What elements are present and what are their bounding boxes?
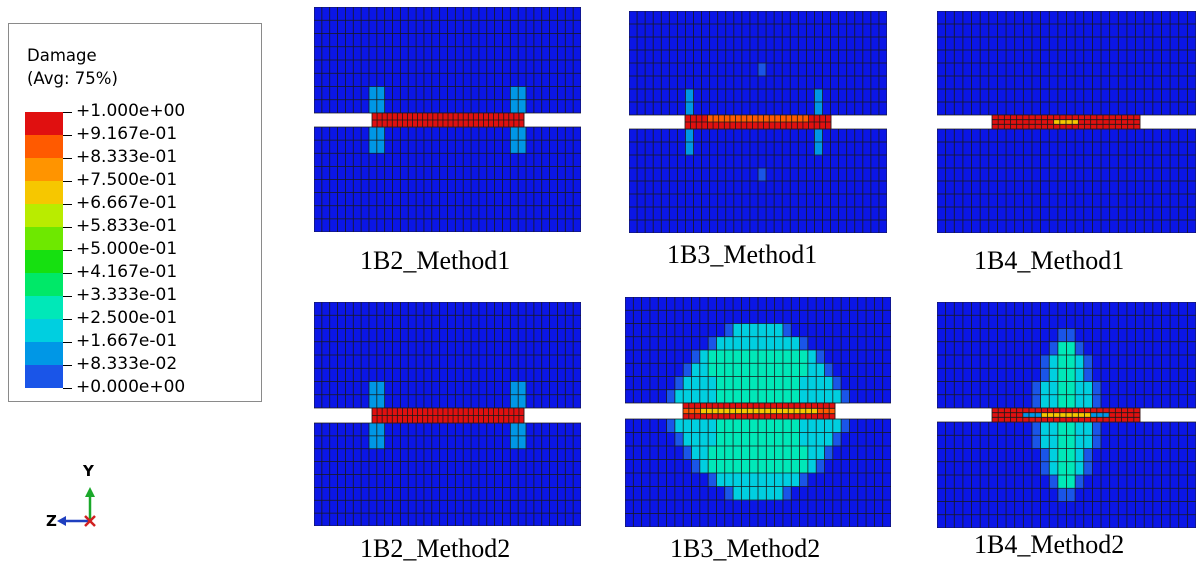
legend-swatch [25,204,63,227]
lower-adherend [625,418,891,527]
legend-value: +8.333e-02 [76,354,178,374]
caption-1b3-method2: 1B3_Method2 [670,534,821,563]
legend-title: Damage [27,46,97,65]
legend-value: +3.333e-01 [76,285,178,305]
legend-swatch [25,112,63,135]
caption-1b4-method1: 1B4_Method1 [974,246,1125,275]
upper-adherend [937,11,1196,116]
legend-swatch [25,342,63,365]
legend-tick [63,135,72,136]
caption-1b2-method1: 1B2_Method1 [360,246,511,275]
z-axis-label: Z [46,512,57,530]
adhesive-layer [991,407,1141,423]
legend-average: (Avg: 75%) [27,69,118,88]
legend-value: +4.167e-01 [76,262,178,282]
caption-1b4-method2: 1B4_Method2 [974,530,1125,559]
upper-adherend [314,302,581,409]
lower-adherend [314,126,581,232]
legend-swatch [25,319,63,342]
panel-1b3-method1 [629,11,887,233]
lower-adherend [937,421,1196,528]
legend-swatch [25,273,63,296]
legend-value: +7.500e-01 [76,170,178,190]
legend-swatch [25,250,63,273]
upper-adherend [937,302,1196,409]
legend-tick [63,204,72,205]
caption-1b3-method1: 1B3_Method1 [667,240,818,269]
panel-1b2-method1 [314,7,581,232]
legend-swatch [25,135,63,158]
adhesive-layer [371,112,525,128]
legend-tick [63,158,72,159]
lower-adherend [937,128,1196,233]
panel-1b2-method2 [314,302,581,526]
legend-swatch [25,158,63,181]
y-axis-label: Y [83,462,94,480]
legend-tick [63,273,72,274]
legend-value: +1.000e+00 [76,101,186,121]
legend-value: +8.333e-01 [76,147,178,167]
legend-value: +0.000e+00 [76,377,186,397]
panel-1b4-method2 [937,302,1196,528]
legend-value: +6.667e-01 [76,193,178,213]
legend-tick [63,319,72,320]
legend-tick [63,250,72,251]
caption-1b2-method2: 1B2_Method2 [360,534,511,563]
upper-adherend [625,297,891,404]
z-axis-arrowhead [57,516,66,526]
legend-swatch [25,227,63,250]
lower-adherend [314,422,581,526]
legend-tick [63,365,72,366]
legend-swatch [25,181,63,204]
legend-value: +2.500e-01 [76,308,178,328]
legend-tick [63,342,72,343]
legend-value: +5.000e-01 [76,239,178,259]
legend-color-bar [25,112,63,388]
legend-tick [63,181,72,182]
panel-1b3-method2 [625,297,891,527]
legend-value: +9.167e-01 [76,124,178,144]
upper-adherend [629,11,887,116]
adhesive-layer [682,402,836,420]
legend-swatch [25,365,63,388]
legend-value: +5.833e-01 [76,216,178,236]
legend-tick [63,296,72,297]
legend-tick [63,112,72,113]
legend-swatch [25,296,63,319]
legend-tick [63,227,72,228]
x-axis-mark-2 [84,515,96,527]
legend-value: +1.667e-01 [76,331,178,351]
axis-triad [40,455,140,545]
adhesive-layer [684,114,832,130]
adhesive-layer [991,114,1141,130]
upper-adherend [314,7,581,114]
lower-adherend [629,128,887,233]
adhesive-layer [371,407,525,424]
y-axis-arrowhead [85,487,95,497]
panel-1b4-method1 [937,11,1196,233]
legend-tick [63,388,72,389]
